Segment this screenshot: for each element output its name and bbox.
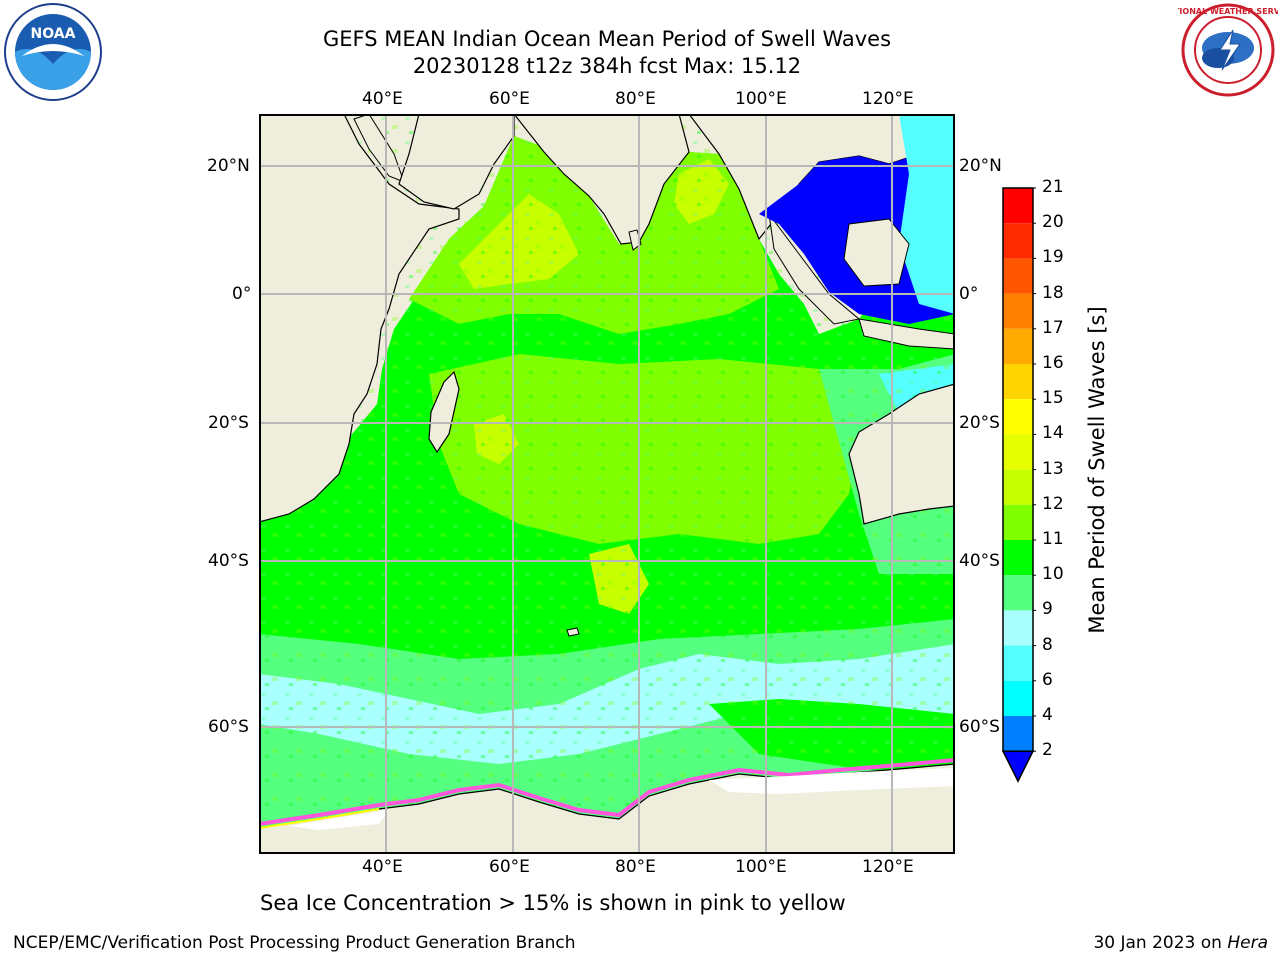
lon-label-top: 100°E xyxy=(735,89,787,109)
lon-label-top: 80°E xyxy=(615,89,656,109)
lon-label-top: 120°E xyxy=(862,89,914,109)
sea-ice-note: Sea Ice Concentration > 15% is shown in … xyxy=(260,891,846,915)
colorbar-tick-label: 17 xyxy=(1042,317,1064,338)
footer-branch: NCEP/EMC/Verification Post Processing Pr… xyxy=(13,933,576,953)
colorbar-segment xyxy=(1003,399,1033,435)
lat-label-right: 60°S xyxy=(959,717,1000,737)
colorbar-segment xyxy=(1003,188,1033,224)
colorbar-segment xyxy=(1003,504,1033,540)
colorbar-segment xyxy=(1003,328,1033,364)
nws-logo-text: NATIONAL WEATHER SERVICE xyxy=(1178,7,1278,16)
land-java xyxy=(858,318,955,350)
colorbar-segment xyxy=(1003,434,1033,470)
colorbar-tick-label: 4 xyxy=(1042,705,1053,725)
colorbar-tick-label: 18 xyxy=(1042,282,1064,303)
lat-label-right: 20°S xyxy=(959,413,1000,433)
ocean-zone-archipelago-cyan xyxy=(899,114,955,314)
colorbar-segment xyxy=(1003,540,1033,576)
ice-shelf xyxy=(289,810,389,830)
colorbar-segment xyxy=(1003,223,1033,259)
footer-date-text: 30 Jan 2023 on xyxy=(1093,933,1228,953)
colorbar-segment xyxy=(1003,645,1033,681)
colorbar-tick-label: 14 xyxy=(1042,423,1064,444)
lat-label-right: 0° xyxy=(959,284,979,304)
colorbar-tick-label: 9 xyxy=(1042,599,1053,620)
lon-label-bottom: 100°E xyxy=(735,857,787,877)
colorbar-segment xyxy=(1003,680,1033,716)
colorbar-extend-arrow xyxy=(1001,750,1035,783)
map-subtitle: 20230128 t12z 384h fcst Max: 15.12 xyxy=(412,54,802,78)
lon-label-bottom: 40°E xyxy=(362,857,403,877)
lat-label-left: 20°S xyxy=(208,413,249,433)
colorbar-tick-label: 6 xyxy=(1042,669,1053,690)
colorbar-segment xyxy=(1003,610,1033,646)
colorbar-tick-label: 21 xyxy=(1042,177,1064,197)
colorbar-tick-label: 12 xyxy=(1042,493,1064,514)
noaa-logo-text: NOAA xyxy=(31,26,76,42)
land-australia xyxy=(848,383,955,525)
colorbar-tick-label: 8 xyxy=(1042,634,1053,655)
map-frame xyxy=(259,114,955,854)
swell-period-map xyxy=(259,114,955,854)
land-india xyxy=(513,114,690,245)
footer-date: 30 Jan 2023 on Hera xyxy=(1093,933,1268,953)
colorbar-tick-label: 13 xyxy=(1042,458,1064,479)
colorbar-tick-label: 10 xyxy=(1042,564,1064,585)
colorbar-segment xyxy=(1003,469,1033,505)
lat-label-left: 20°N xyxy=(207,156,250,176)
colorbar-tick-label: 2 xyxy=(1042,740,1053,761)
lat-label-left: 40°S xyxy=(208,551,249,571)
graticule xyxy=(259,114,955,854)
colorbar-segment xyxy=(1003,258,1033,294)
lat-label-right: 20°N xyxy=(959,156,1002,176)
lat-label-right: 40°S xyxy=(959,551,1000,571)
lon-label-bottom: 80°E xyxy=(615,857,656,877)
ice-shelf-east xyxy=(709,768,955,794)
colorbar-tick-label: 11 xyxy=(1042,529,1064,549)
colorbar xyxy=(1001,187,1036,783)
footer-machine: Hera xyxy=(1227,933,1268,953)
noaa-logo: NOAA xyxy=(4,3,102,101)
lon-label-top: 60°E xyxy=(489,89,530,109)
sea-ice-edge xyxy=(259,758,955,826)
colorbar-segment xyxy=(1003,293,1033,329)
colorbar-segment xyxy=(1003,364,1033,400)
colorbar-segment xyxy=(1003,716,1033,752)
colorbar-tick-label: 20 xyxy=(1042,212,1064,233)
colorbar-title: Mean Period of Swell Waves [s] xyxy=(1085,306,1109,634)
nws-logo: NATIONAL WEATHER SERVICE xyxy=(1178,3,1278,97)
colorbar-tick-label: 15 xyxy=(1042,388,1064,409)
lon-label-bottom: 120°E xyxy=(862,857,914,877)
colorbar-tick-label: 19 xyxy=(1042,247,1064,268)
land-sumatra xyxy=(768,213,861,325)
sea-ice-edge-yellow xyxy=(259,808,380,829)
map-title: GEFS MEAN Indian Ocean Mean Period of Sw… xyxy=(322,27,892,51)
lon-label-bottom: 60°E xyxy=(489,857,530,877)
land-madagascar xyxy=(428,370,460,454)
lat-label-left: 60°S xyxy=(208,717,249,737)
lat-label-left: 0° xyxy=(232,284,252,304)
colorbar-tick-label: 16 xyxy=(1042,353,1064,373)
colorbar-segment xyxy=(1003,575,1033,611)
lon-label-top: 40°E xyxy=(362,89,403,109)
land-kerguelen xyxy=(566,627,580,637)
